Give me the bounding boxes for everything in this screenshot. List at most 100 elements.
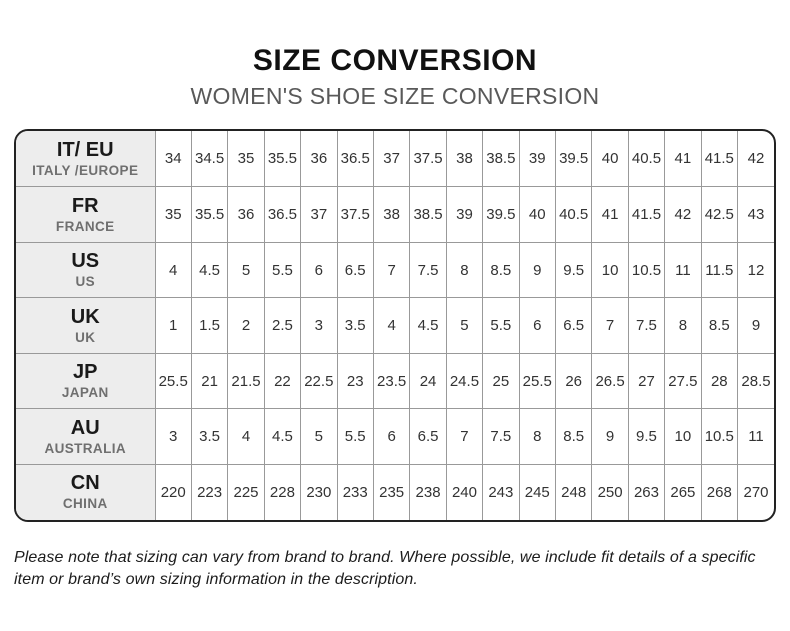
size-value-cell: 39 [519,131,556,188]
row-code-label: CN [70,472,100,495]
size-value-cell: 26.5 [591,353,629,410]
size-value-cell: 26 [555,353,593,410]
size-value-cell: 10.5 [628,242,666,299]
size-value-cell: 7.5 [409,242,447,299]
size-value-cell: 3.5 [337,297,374,354]
row-code-label: AU [70,416,100,439]
row-region-label: UK [75,329,96,345]
size-value-cell: 3.5 [191,408,229,465]
size-conversion-table: IT/ EU ITALY /EUROPE 34 34.5 35 35.5 36 36.5 37 3… [14,129,776,522]
size-value-cell: 22 [264,353,302,410]
size-value-cell: 9.5 [555,242,593,299]
size-value-cell: 42.5 [701,186,739,243]
size-value-cell: 8 [519,408,556,465]
size-value-cell: 35 [227,131,265,188]
row-region-label: FRANCE [55,218,115,234]
size-value-cell: 220 [155,464,192,520]
size-value-cell: 7 [591,297,629,354]
row-header-cell: FR FRANCE [16,186,156,243]
size-value-cell: 5 [300,408,338,465]
size-value-cell: 7.5 [628,297,666,354]
row-code-label: IT/ EU [56,138,114,161]
size-value-cell: 243 [482,464,520,520]
size-value-cell: 9.5 [628,408,666,465]
size-value-cell: 4.5 [409,297,447,354]
size-value-cell: 28.5 [737,353,774,410]
size-value-cell: 27 [628,353,666,410]
size-value-cell: 3 [155,408,192,465]
size-value-cell: 38 [373,186,411,243]
size-value-cell: 40 [519,186,556,243]
page-subtitle: WOMEN'S SHOE SIZE CONVERSION [190,83,600,109]
size-value-cell: 28 [701,353,739,410]
size-value-cell: 35 [155,186,192,243]
size-value-cell: 6 [519,297,556,354]
size-value-cell: 225 [227,464,265,520]
size-value-cell: 25.5 [155,353,192,410]
size-value-cell: 8 [446,242,484,299]
size-value-cell: 6 [300,242,338,299]
table-row: AU AUSTRALIA 3 3.5 4 4.5 5 5.5 6 6.5 7 7.5 8 8.5 9 9.5 1… [16,408,774,465]
size-value-cell: 24 [409,353,447,410]
size-value-cell: 36.5 [264,186,302,243]
size-value-cell: 39.5 [555,131,593,188]
size-value-cell: 228 [264,464,302,520]
size-value-cell: 9 [591,408,629,465]
size-table: IT/ EU ITALY /EUROPE 34 34.5 35 35.5 36 36.5 37 3… [16,131,774,520]
size-value-cell: 4 [227,408,265,465]
size-value-cell: 37 [373,131,411,188]
size-value-cell: 38 [446,131,484,188]
size-value-cell: 223 [191,464,229,520]
size-value-cell: 4.5 [191,242,229,299]
size-value-cell: 42 [737,131,774,188]
size-value-cell: 3 [300,297,338,354]
size-value-cell: 245 [519,464,556,520]
row-header-cell: CN CHINA [16,464,156,520]
size-value-cell: 230 [300,464,338,520]
size-value-cell: 42 [664,186,702,243]
size-value-cell: 10 [591,242,629,299]
size-value-cell: 24.5 [446,353,484,410]
sizing-note: Please note that sizing can vary from br… [14,548,756,589]
row-region-label: US [75,274,96,290]
size-value-cell: 7.5 [482,408,520,465]
size-value-cell: 41 [664,131,702,188]
size-value-cell: 8.5 [482,242,520,299]
size-value-cell: 38.5 [409,186,447,243]
size-value-cell: 43 [737,186,774,243]
table-row: JP JAPAN 25.5 21 21.5 22 22.5 23 23.5 24 24.5 25 25.… [16,353,774,410]
size-value-cell: 37.5 [337,186,374,243]
size-value-cell: 4 [155,242,192,299]
size-value-cell: 23.5 [373,353,411,410]
size-table-body: IT/ EU ITALY /EUROPE 34 34.5 35 35.5 36 36.5 37 3… [16,131,774,520]
size-value-cell: 233 [337,464,374,520]
size-value-cell: 12 [737,242,774,299]
table-row: IT/ EU ITALY /EUROPE 34 34.5 35 35.5 36 36.5 37 3… [16,131,774,188]
size-value-cell: 25.5 [519,353,556,410]
size-value-cell: 35.5 [264,131,302,188]
row-region-label: JAPAN [61,385,109,401]
size-value-cell: 39.5 [482,186,520,243]
size-value-cell: 1.5 [191,297,229,354]
table-row: US US 4 4.5 5 5.5 6 6.5 7 7.5 8 8.5 9 9.5 10 10.5 11 11.5… [16,242,774,299]
size-value-cell: 40 [591,131,629,188]
size-value-cell: 39 [446,186,484,243]
size-value-cell: 2.5 [264,297,302,354]
size-value-cell: 8 [664,297,702,354]
size-value-cell: 40.5 [555,186,593,243]
size-value-cell: 6.5 [409,408,447,465]
size-value-cell: 6.5 [337,242,374,299]
size-value-cell: 235 [373,464,411,520]
row-region-label: AUSTRALIA [44,440,127,456]
size-value-cell: 268 [701,464,739,520]
size-value-cell: 270 [743,483,769,501]
size-value-cell: 5 [446,297,484,354]
size-value-cell: 238 [409,464,447,520]
size-value-cell: 37 [300,186,338,243]
size-value-cell: 4 [373,297,411,354]
size-value-cell: 5.5 [264,242,302,299]
row-code-label: UK [70,305,100,328]
size-value-cell: 248 [555,464,593,520]
row-code-label: US [71,250,100,273]
